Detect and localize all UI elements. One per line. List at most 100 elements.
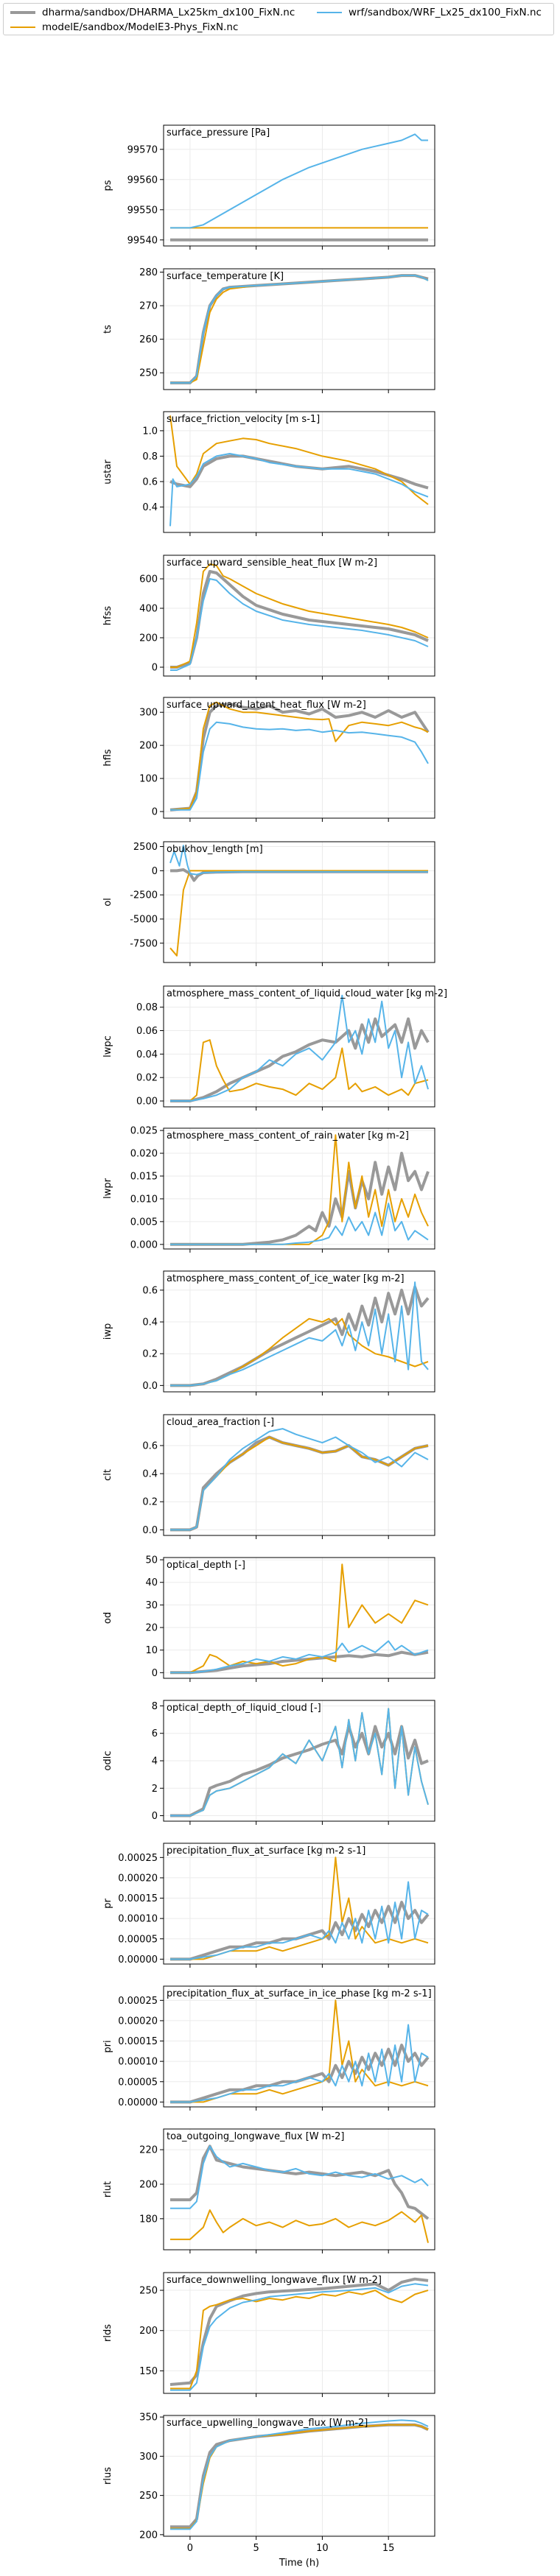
- legend-swatch-wrf: [317, 12, 342, 13]
- legend-swatch-modele: [10, 27, 35, 28]
- series-line-dharma: [170, 274, 429, 384]
- series-line-wrf: [170, 578, 429, 671]
- y-tick-label: 0: [152, 663, 158, 674]
- y-tick-label: 99560: [127, 175, 158, 186]
- series-line-dharma: [170, 1725, 429, 1817]
- y-tick-label: 0.4: [142, 1469, 158, 1480]
- y-tick-label: 0.8: [142, 451, 158, 462]
- series-line-wrf: [169, 845, 428, 876]
- y-tick-label: 0.00020: [118, 1873, 158, 1884]
- series-line-dharma: [170, 1901, 430, 1961]
- series-line-modele: [170, 2424, 429, 2530]
- panel-pri: 0.00000 0.00005 0.00010 0.00015 0.00020 0.000…: [102, 1985, 435, 2111]
- y-tick-label: -7500: [130, 938, 158, 949]
- series-line-wrf: [170, 2024, 429, 2103]
- y-tick-label: 0.00010: [118, 2057, 158, 2068]
- panel-rlut: 180 200 220 toa_outgoing_longwave_flux [W m…: [102, 2128, 435, 2253]
- y-tick-label: 300: [139, 2452, 158, 2463]
- x-tick-label: 15: [382, 2543, 395, 2554]
- y-tick-label: 0.020: [130, 1149, 158, 1160]
- series-group: [170, 2419, 429, 2530]
- y-tick-label: 280: [139, 267, 158, 278]
- y-axis-label: odlc: [102, 1751, 113, 1771]
- y-axis-label: hfss: [102, 606, 113, 626]
- y-tick-label: -5000: [130, 914, 158, 925]
- panel-iwp: 0.0 0.2 0.4 0.6 atmosphere_mass_content_of_i…: [102, 1270, 435, 1396]
- series-line-wrf: [170, 1640, 429, 1674]
- series-line-modele: [170, 275, 429, 384]
- series-line-wrf: [170, 721, 429, 811]
- series-line-wrf: [170, 994, 429, 1102]
- panel-title: precipitation_flux_at_surface [kg m-2 s-…: [167, 1845, 365, 1857]
- y-axis-label: ol: [102, 898, 113, 907]
- legend-label-wrf: wrf/sandbox/WRF_Lx25_dx100_FixN.nc: [349, 7, 542, 18]
- legend-entry-dharma: dharma/sandbox/DHARMA_Lx25km_dx100_FixN.…: [10, 7, 295, 18]
- series-line-modele: [170, 563, 429, 668]
- y-tick-label: 200: [139, 633, 158, 644]
- y-tick-label: 220: [139, 2145, 158, 2156]
- y-tick-label: 200: [139, 2326, 158, 2337]
- series-line-modele: [170, 1134, 429, 1245]
- panel-frame: [163, 1414, 435, 1536]
- y-tick-label: 30: [145, 1600, 158, 1611]
- panel-frame: [163, 1557, 435, 1679]
- series-line-dharma: [170, 2044, 430, 2104]
- panel-title: obukhov_length [m]: [167, 844, 263, 855]
- legend-entry-wrf: wrf/sandbox/WRF_Lx25_dx100_FixN.nc: [317, 7, 542, 18]
- y-tick-label: 2: [152, 1784, 158, 1795]
- panel-frame: [163, 2128, 435, 2251]
- series-line-dharma: [169, 703, 430, 812]
- legend-label-dharma: dharma/sandbox/DHARMA_Lx25km_dx100_FixN.…: [42, 7, 295, 18]
- y-tick-label: 0.6: [142, 1440, 158, 1451]
- series-line-wrf: [170, 275, 429, 384]
- panel-title: surface_friction_velocity [m s-1]: [167, 414, 320, 425]
- series-group: [170, 274, 429, 384]
- y-tick-label: 0: [152, 807, 158, 818]
- panel-rlds: 150 200 250 surface_downwelling_longwave_fl…: [102, 2272, 435, 2397]
- y-tick-label: 0.00000: [118, 2097, 158, 2108]
- y-tick-label: 40: [145, 1577, 158, 1588]
- y-tick-label: 6: [152, 1728, 158, 1739]
- y-tick-label: 0: [152, 1811, 158, 1822]
- series-line-dharma: [170, 2144, 430, 2220]
- y-tick-label: 0.4: [142, 1317, 158, 1329]
- y-axis-label: rlut: [102, 2181, 113, 2197]
- y-tick-label: 0.00010: [118, 1914, 158, 1925]
- series-group: [169, 2277, 429, 2391]
- y-axis-label: rlds: [102, 2324, 113, 2342]
- series-line-dharma: [170, 1285, 430, 1387]
- series-line-wrf: [170, 1203, 429, 1245]
- panel-odlc: 0 2 4 6 8 optical_depth_of_liquid_cloud [-] od…: [102, 1700, 435, 1825]
- series-group: [169, 701, 430, 812]
- y-tick-label: 0.00025: [118, 1996, 158, 2007]
- panel-title: surface_temperature [K]: [167, 271, 284, 282]
- y-tick-label: 4: [152, 1756, 158, 1767]
- y-tick-label: 0.025: [130, 1126, 158, 1137]
- panel-frame: [163, 1985, 435, 2108]
- series-line-modele: [169, 701, 429, 811]
- panel-hfss: 0 200 400 600 surface_upward_sensible_heat_f…: [102, 555, 435, 680]
- panel-title: atmosphere_mass_content_of_rain_water [k…: [167, 1130, 409, 1141]
- y-tick-label: 0: [152, 866, 158, 877]
- y-tick-label: 99550: [127, 205, 158, 216]
- x-tick-label: 0: [187, 2543, 193, 2554]
- y-tick-label: 0.04: [136, 1049, 158, 1060]
- series-line-wrf: [170, 1708, 429, 1817]
- panel-ol: -7500 -5000 -2500 0 2500 obukhov_length [m] ol: [102, 841, 435, 966]
- y-tick-label: 0.2: [142, 1349, 158, 1360]
- series-group: [170, 1428, 429, 1532]
- y-axis-label: ustar: [102, 460, 113, 485]
- panel-od: 0 10 20 30 40 50 optical_depth [-] od: [102, 1555, 435, 1682]
- y-tick-label: 8: [152, 1701, 158, 1712]
- y-tick-label: 0.015: [130, 1171, 158, 1182]
- y-tick-label: 200: [139, 2530, 158, 2541]
- series-line-dharma: [170, 1650, 429, 1675]
- series-line-modele: [169, 415, 429, 505]
- series-line-dharma: [170, 570, 429, 669]
- y-axis-label: iwp: [102, 1323, 113, 1340]
- y-tick-label: 0.00: [136, 1097, 158, 1108]
- y-tick-label: 50: [145, 1555, 158, 1566]
- y-tick-label: 0.00020: [118, 2016, 158, 2027]
- y-tick-label: -2500: [130, 890, 158, 901]
- y-tick-label: 250: [139, 2491, 158, 2502]
